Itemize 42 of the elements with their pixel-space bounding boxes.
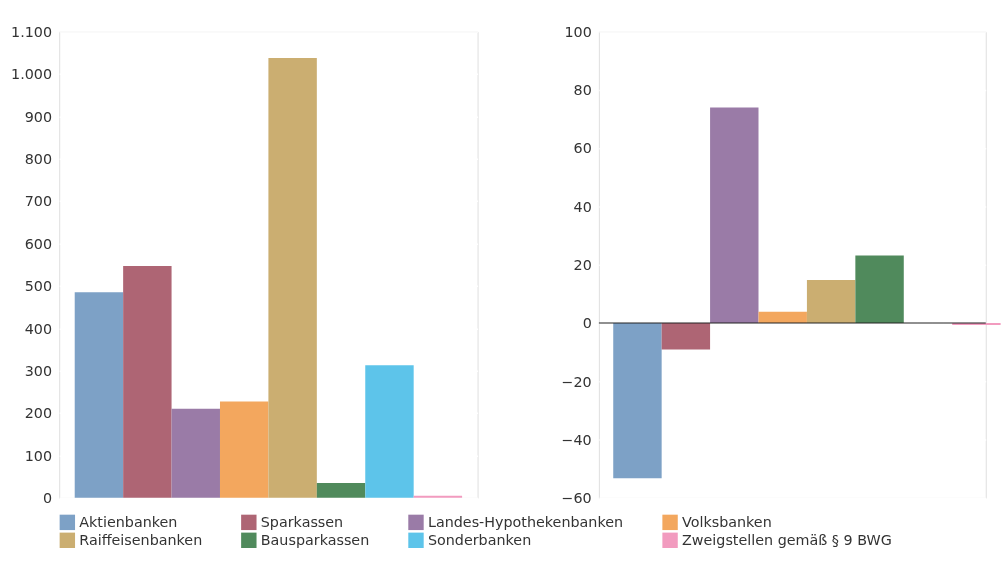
- y-tick-label: 80: [573, 82, 592, 99]
- y-tick-label: 100: [564, 23, 592, 40]
- y-tick-label: 300: [24, 362, 53, 379]
- legend-label: Volksbanken: [682, 514, 772, 531]
- y-tick-label: 600: [24, 235, 53, 252]
- y-tick-label: −40: [561, 431, 592, 448]
- y-tick-label: −60: [561, 490, 592, 507]
- bar: [710, 107, 759, 324]
- bar: [806, 279, 856, 324]
- y-tick-label: 0: [582, 315, 592, 332]
- bar: [74, 292, 124, 498]
- y-tick-label: 200: [24, 405, 53, 422]
- bar: [413, 495, 463, 498]
- legend-label: Zweigstellen gemäß § 9 BWG: [682, 532, 892, 549]
- y-tick-label: −20: [561, 373, 592, 390]
- legend-label: Bausparkassen: [260, 532, 370, 549]
- bar: [855, 255, 904, 324]
- bar: [613, 323, 662, 479]
- legend-label: Raiffeisenbanken: [79, 532, 203, 549]
- legend-label: Landes-Hypothekenbanken: [427, 514, 624, 531]
- y-tick-label: 500: [24, 278, 53, 295]
- legend-label: Sonderbanken: [427, 532, 532, 549]
- bar: [365, 365, 414, 498]
- y-tick-label: 20: [573, 256, 592, 273]
- bar: [171, 408, 220, 498]
- bar: [219, 401, 269, 498]
- y-tick-label: 100: [24, 447, 53, 464]
- y-tick-label: 400: [24, 320, 53, 337]
- bar: [316, 482, 366, 498]
- legend-label: Aktienbanken: [79, 514, 178, 531]
- y-tick-label: 40: [573, 198, 592, 215]
- y-tick-label: 60: [573, 140, 592, 157]
- y-tick-label: 0: [42, 490, 53, 507]
- y-tick-label: 1.000: [11, 66, 53, 83]
- bar: [123, 266, 172, 498]
- y-tick-label: 700: [24, 193, 53, 210]
- y-tick-label: 900: [24, 108, 53, 125]
- bar: [268, 57, 317, 498]
- y-tick-label: 1.100: [11, 23, 53, 40]
- bar: [661, 323, 711, 350]
- y-tick-label: 800: [24, 151, 53, 168]
- legend-label: Sparkassen: [260, 514, 344, 531]
